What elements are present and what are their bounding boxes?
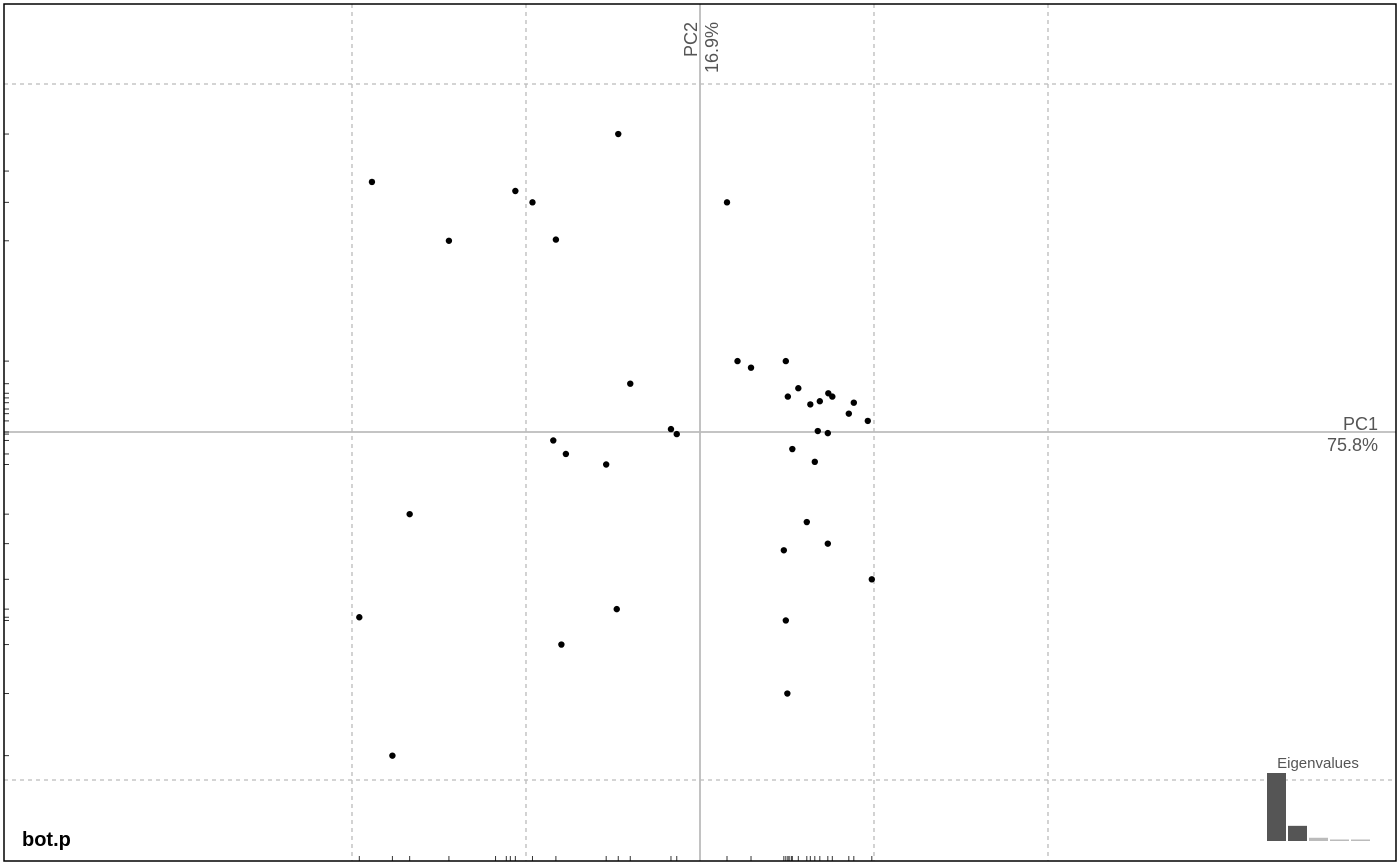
data-point xyxy=(784,690,791,697)
data-point xyxy=(406,510,413,518)
data-point xyxy=(824,429,832,437)
data-point xyxy=(550,437,557,444)
data-point xyxy=(784,393,792,400)
data-point xyxy=(747,364,755,371)
data-point xyxy=(723,199,731,206)
data-point xyxy=(807,401,814,408)
eigenvalue-bar xyxy=(1288,825,1307,841)
data-point xyxy=(558,641,565,648)
eigenvalue-bar xyxy=(1309,837,1328,841)
data-point xyxy=(389,752,396,759)
data-point xyxy=(780,547,788,554)
data-point xyxy=(667,425,675,433)
data-point xyxy=(789,445,796,453)
data-point xyxy=(868,576,876,583)
rug-ticks xyxy=(4,133,873,861)
plot-frame xyxy=(3,3,1397,862)
data-point xyxy=(803,518,811,526)
eigenvalue-bar xyxy=(1351,839,1370,841)
y-axis-percent: 16.9% xyxy=(702,22,722,73)
chart-title: bot.p xyxy=(22,829,71,851)
data-point xyxy=(782,357,790,365)
data-point xyxy=(673,430,680,438)
eigenvalue-bar xyxy=(1267,773,1286,841)
data-point xyxy=(613,605,620,613)
eigenvalues-label: Eigenvalues xyxy=(1277,755,1359,772)
data-point xyxy=(845,410,853,417)
data-point xyxy=(782,617,790,624)
data-point xyxy=(811,458,819,466)
data-point xyxy=(356,614,363,621)
data-point xyxy=(368,178,376,186)
data-point xyxy=(734,357,741,365)
x-axis-percent: 75.8% xyxy=(1327,435,1378,455)
data-point xyxy=(864,417,872,425)
data-point xyxy=(602,461,610,468)
eigenvalue-bar xyxy=(1330,839,1349,841)
y-axis-label: PC2 xyxy=(681,22,701,57)
zero-axes xyxy=(4,4,1396,861)
data-point xyxy=(512,187,519,195)
data-point xyxy=(814,427,821,435)
data-point xyxy=(615,130,622,138)
data-point xyxy=(816,398,824,405)
data-point xyxy=(562,450,570,458)
data-point xyxy=(829,393,836,400)
data-points xyxy=(356,130,876,759)
data-point xyxy=(552,236,560,243)
data-point xyxy=(529,199,536,206)
data-point xyxy=(850,399,858,406)
data-point xyxy=(795,385,802,392)
data-point xyxy=(824,540,832,547)
x-axis-label: PC1 xyxy=(1343,414,1378,434)
data-point xyxy=(627,380,634,387)
data-point xyxy=(445,237,453,244)
eigenvalues-inset: Eigenvalues xyxy=(1267,755,1370,841)
